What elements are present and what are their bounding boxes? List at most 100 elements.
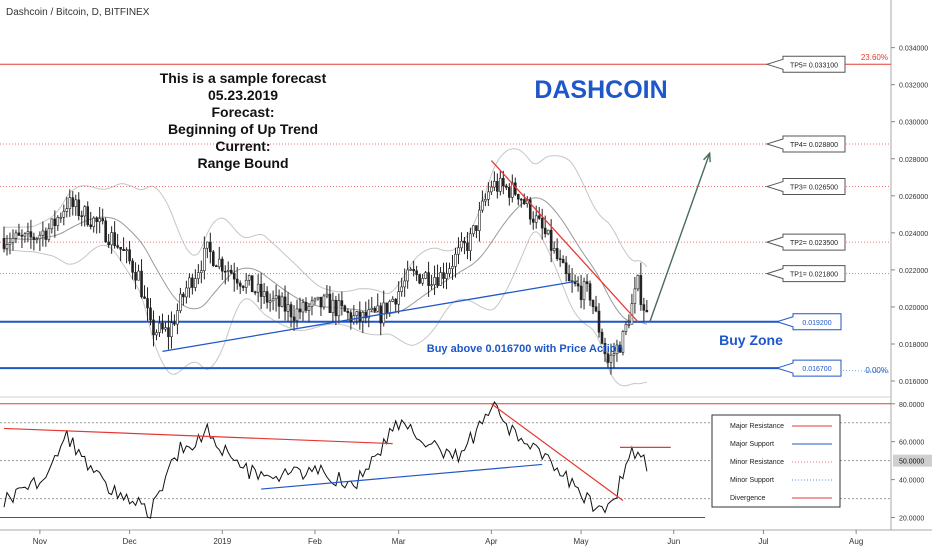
candle-body [546,229,550,235]
candle-body [217,258,221,268]
candle-body [98,218,101,223]
candle-body [540,218,544,229]
candle-body [400,286,403,292]
candle-body [412,268,415,272]
rsi-tick-label: 40.0000 [899,478,924,485]
candle-body [478,209,481,231]
candle-body [516,194,520,200]
candle-body [519,198,523,201]
level-callout-4: TP2= 0.023500 [765,233,846,251]
candle-body [128,249,131,262]
candle-body [475,225,478,231]
candle-body [609,354,613,363]
candle-body [621,331,625,353]
forecast-line-2: 05.23.2019 [208,87,278,103]
time-tick-label: Mar [392,537,406,546]
price-tick-label: 0.034000 [899,46,928,53]
candle-body [83,206,87,217]
forecast-line-1: This is a sample forecast [160,70,327,86]
rsi-line [3,400,648,519]
candle-body [244,279,248,288]
candle-body [313,298,317,302]
candle-body [564,262,568,274]
candle-body [176,310,179,325]
rsi-trendline-2 [261,463,543,490]
rsi-tick-label: 60.0000 [899,440,924,447]
candle-body [415,270,418,275]
candle-body [119,246,122,250]
callout-label: TP1= 0.021800 [790,272,838,279]
candle-body [552,248,556,251]
candle-body [259,283,263,297]
candle-body [179,293,182,312]
candle-body [528,199,532,220]
candle-body [331,299,335,314]
candle-body [370,307,374,310]
candle-body [549,229,553,251]
candle-body [403,280,406,288]
candle-body [104,220,107,243]
legend-box [711,414,841,508]
time-tick-label: Aug [849,537,863,546]
candle-body [247,275,251,281]
candle-body [170,322,173,338]
candle-body [295,308,299,321]
price-tick-label: 0.018000 [899,342,928,349]
trendline-1 [490,160,639,323]
level-callout-7: 0.016700 [775,359,842,377]
candle-body [277,295,281,307]
candle-body [188,277,191,289]
callout-label: 0.019200 [802,320,831,327]
candle-body [203,247,206,271]
price-tick-label: 0.030000 [899,120,928,127]
time-tick-label: Dec [122,537,136,546]
candle-body [113,232,116,246]
candle-body [301,302,305,313]
callout-box [765,178,846,196]
candle-body [537,215,541,219]
candle-body [209,241,212,253]
candle-body [633,288,637,304]
candle-body [343,305,347,312]
callout-box [775,313,842,331]
candle-body [143,296,146,299]
candle-body [110,232,113,246]
callout-box [765,265,846,283]
price-tick-label: 0.028000 [899,157,928,164]
candle-body [292,316,296,321]
candle-body [534,215,538,223]
candle-body [502,177,505,187]
candle-body [451,266,454,269]
candle-body [585,281,589,285]
candle-body [161,322,164,330]
candle-body [206,241,209,249]
candle-body [62,211,66,218]
candle-body [582,281,586,301]
candle-body [436,277,439,286]
axis-ticks: 0.034000 0.032000 0.030000 0.028000 0.026000… [33,46,932,546]
candle-body [140,270,143,298]
candle-body [397,291,400,305]
level-callout-1: TP5= 0.033100 [765,55,846,73]
candle-body [194,278,197,288]
trendline-2 [162,280,579,353]
candle-body [50,218,54,230]
candle-body [229,269,233,274]
legend-item-major-resistance: Major Resistance [730,423,784,430]
legend-item-major-support: Major Support [730,441,774,448]
level-callout-3: TP3= 0.026500 [765,178,846,196]
candle-body [376,305,380,312]
candle-body [636,275,640,290]
candle-body [496,181,499,192]
candle-body [226,269,230,272]
rsi-value-tag [893,454,932,467]
callout-box [775,359,842,377]
candle-body [627,323,631,326]
rsi-tick-label: 20.0000 [899,516,924,523]
band-upper [3,148,648,295]
candle-body [543,227,547,235]
candle-body [20,235,24,237]
rsi-current-value: 50.0000 [899,459,924,466]
candle-body [53,218,57,226]
